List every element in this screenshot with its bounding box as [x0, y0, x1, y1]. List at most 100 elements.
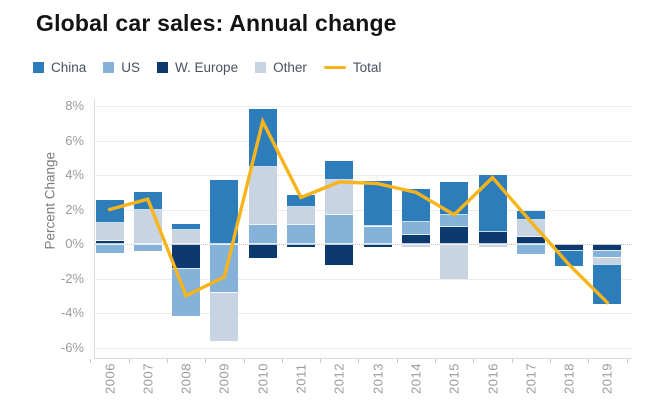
- legend: China US W. Europe Other Total: [33, 60, 381, 75]
- x-tick: [166, 359, 168, 363]
- y-tick-label: 8%: [65, 98, 84, 113]
- bar-segment-us-2012: [325, 214, 354, 244]
- legend-item-w-europe: W. Europe: [157, 60, 238, 75]
- x-tick: [626, 359, 628, 363]
- bar-segment-weurope-2016: [478, 231, 507, 244]
- x-label-2008: 2008: [178, 363, 194, 394]
- bar-segment-us-2015: [440, 214, 469, 227]
- bar-segment-other-2009: [210, 292, 239, 341]
- bar-segment-us-2009: [210, 244, 239, 293]
- x-tick: [473, 359, 475, 363]
- x-label-2009: 2009: [216, 363, 232, 394]
- legend-label: US: [121, 60, 141, 75]
- legend-label: Total: [352, 60, 382, 75]
- bar-segment-weurope-2006: [95, 240, 124, 244]
- bar-segment-other-2017: [516, 219, 545, 238]
- gridline--4%: [94, 313, 632, 314]
- total-line: [107, 116, 610, 305]
- bar-segment-weurope-2012: [325, 244, 354, 265]
- x-tick: [281, 359, 283, 363]
- x-label-2006: 2006: [102, 363, 117, 394]
- x-tick: [435, 359, 437, 363]
- x-axis-line: [94, 358, 632, 359]
- legend-item-total: Total: [323, 60, 382, 75]
- x-tick: [243, 359, 245, 363]
- bar-segment-other-2006: [95, 223, 124, 241]
- gridline-6%: [94, 140, 632, 142]
- bar-segment-weurope-2017: [516, 237, 545, 244]
- legend-label: W. Europe: [175, 60, 239, 75]
- x-tick: [320, 359, 322, 363]
- gridline-8%: [94, 106, 632, 107]
- x-tick: [358, 359, 360, 363]
- x-label-2015: 2015: [446, 363, 462, 394]
- gridline--2%: [94, 278, 632, 280]
- x-tick: [205, 359, 207, 363]
- y-tick-label: -6%: [60, 339, 84, 355]
- legend-label: Other: [273, 60, 307, 75]
- legend-swatch-china: [33, 62, 44, 73]
- bar-segment-us-2014: [401, 221, 430, 236]
- legend-item-china: China: [33, 60, 86, 75]
- bar-segment-other-2014: [401, 244, 430, 248]
- bar-segment-china-2019: [593, 263, 622, 304]
- y-tick-label: 6%: [65, 132, 84, 148]
- y-tick-label: 4%: [65, 167, 84, 182]
- legend-item-other: Other: [255, 60, 307, 75]
- bar-segment-china-2008: [172, 224, 201, 231]
- x-label-2019: 2019: [599, 363, 615, 394]
- gridline--6%: [94, 347, 632, 349]
- bar-segment-weurope-2014: [401, 235, 430, 244]
- y-tick-label: 2%: [65, 201, 84, 217]
- bar-segment-other-2013: [363, 225, 392, 227]
- legend-swatch-other: [255, 62, 267, 73]
- plot-area: [90, 99, 632, 363]
- bar-segment-other-2010: [248, 167, 277, 226]
- y-tick-label: -4%: [60, 305, 84, 320]
- bar-segment-china-2013: [363, 181, 392, 226]
- gridline-0%: [94, 244, 632, 245]
- x-tick: [128, 359, 130, 363]
- legend-item-us: US: [103, 60, 140, 75]
- x-tick: [396, 359, 398, 363]
- bar-segment-weurope-2011: [287, 244, 315, 248]
- bar-segment-us-2010: [248, 225, 277, 244]
- bar-segment-china-2012: [325, 161, 354, 181]
- bar-segment-other-2019: [593, 256, 622, 264]
- legend-line-swatch-total: [323, 66, 346, 69]
- x-tick: [511, 359, 513, 363]
- bar-segment-us-2006: [95, 244, 124, 254]
- bar-segment-other-2016: [478, 244, 507, 247]
- chart-title: Global car sales: Annual change: [36, 10, 397, 36]
- bar-segment-us-2011: [287, 225, 315, 244]
- legend-swatch-us: [103, 62, 115, 73]
- x-label-2013: 2013: [370, 363, 386, 394]
- x-label-2007: 2007: [140, 363, 156, 394]
- bar-segment-china-2006: [95, 200, 124, 224]
- x-label-2012: 2012: [331, 363, 347, 394]
- bar-segment-us-2017: [516, 244, 545, 255]
- x-label-2016: 2016: [485, 363, 500, 394]
- x-label-2011: 2011: [293, 363, 309, 394]
- bar-segment-china-2018: [555, 250, 584, 266]
- bar-segment-weurope-2010: [248, 244, 277, 258]
- x-tick: [90, 359, 92, 363]
- bar-segment-weurope-2015: [440, 226, 469, 244]
- bar-segment-china-2011: [287, 194, 315, 207]
- bar-segment-us-2019: [593, 250, 622, 257]
- y-tick-label: 0%: [65, 236, 84, 251]
- x-tick: [588, 359, 590, 363]
- x-label-2017: 2017: [523, 363, 539, 394]
- x-tick: [549, 359, 551, 363]
- bar-segment-us-2013: [363, 226, 392, 244]
- bar-segment-weurope-2019: [593, 244, 622, 251]
- x-label-2018: 2018: [561, 363, 577, 394]
- bar-segment-other-2011: [287, 206, 315, 226]
- gridline-4%: [94, 175, 632, 176]
- legend-label: China: [51, 60, 87, 75]
- bar-segment-weurope-2013: [363, 244, 392, 247]
- bar-segment-weurope-2008: [172, 244, 201, 269]
- bar-segment-us-2007: [133, 244, 162, 251]
- bar-segment-weurope-2018: [555, 244, 584, 251]
